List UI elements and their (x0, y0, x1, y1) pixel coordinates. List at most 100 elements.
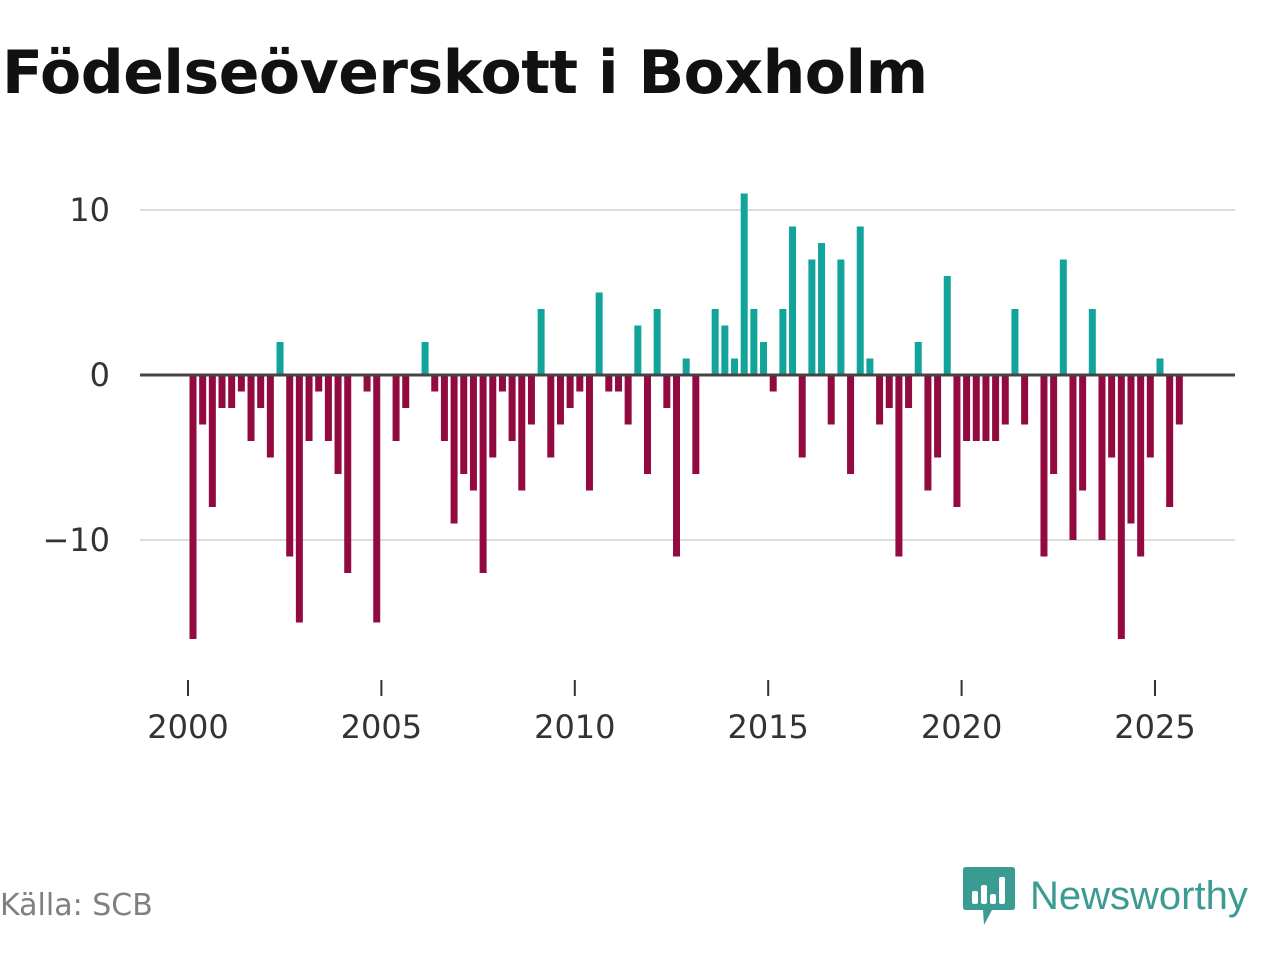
bar (576, 375, 584, 392)
bar (489, 375, 497, 458)
y-tick-label: 10 (69, 191, 110, 229)
bar (769, 375, 777, 392)
bar (266, 375, 274, 458)
bar (895, 375, 903, 557)
brand-name: Newsworthy (1030, 873, 1248, 918)
chart-title: Födelseöverskott i Boxholm (2, 38, 928, 108)
bar (324, 375, 332, 441)
bar (750, 309, 758, 375)
bar (257, 375, 265, 408)
bar (363, 375, 371, 392)
bar (518, 375, 526, 491)
bar (1001, 375, 1009, 425)
bar (614, 375, 622, 392)
bar (1059, 259, 1067, 375)
bar (721, 325, 729, 375)
bar (199, 375, 207, 425)
bar (402, 375, 410, 408)
bar (334, 375, 342, 474)
bar (682, 358, 690, 375)
bar (1127, 375, 1135, 524)
x-tick-label: 2000 (147, 708, 228, 746)
bar (344, 375, 352, 573)
bar (827, 375, 835, 425)
x-tick-label: 2005 (341, 708, 422, 746)
bar (711, 309, 719, 375)
source-note: Källa: SCB (0, 888, 153, 923)
bar (934, 375, 942, 458)
bars (189, 193, 1183, 639)
bar (315, 375, 323, 392)
bar-chart-speech-bubble-icon (963, 867, 1015, 925)
bar (866, 358, 874, 375)
bar (1098, 375, 1106, 540)
bar (1040, 375, 1048, 557)
x-tick-label: 2015 (727, 708, 808, 746)
bar (440, 375, 448, 441)
bar (663, 375, 671, 408)
bar (779, 309, 787, 375)
bar (818, 243, 826, 375)
bar (914, 342, 922, 375)
bar (624, 375, 632, 425)
bar (963, 375, 971, 441)
bar (1088, 309, 1096, 375)
bar (789, 226, 797, 375)
newsworthy-logo[interactable]: Newsworthy (962, 864, 1248, 928)
bar (1166, 375, 1174, 507)
bar (1011, 309, 1019, 375)
bar (508, 375, 516, 441)
bar (924, 375, 932, 491)
bar (653, 309, 661, 375)
bar (431, 375, 439, 392)
bar (740, 193, 748, 375)
y-tick-label: 0 (90, 356, 110, 394)
bar (605, 375, 613, 392)
bar (808, 259, 816, 375)
bar (1079, 375, 1087, 491)
bar (643, 375, 651, 474)
bar (760, 342, 768, 375)
bar (218, 375, 226, 408)
bar (286, 375, 294, 557)
bar (228, 375, 236, 408)
x-axis: 2000 2005 2010 2015 2020 2025 (147, 680, 1196, 746)
bar (247, 375, 255, 441)
bar (1069, 375, 1077, 540)
bar (1137, 375, 1145, 557)
bar (208, 375, 216, 507)
bar (634, 325, 642, 375)
bar (731, 358, 739, 375)
bar (547, 375, 555, 458)
bar (972, 375, 980, 441)
bar (1156, 358, 1164, 375)
bar (276, 342, 284, 375)
bar (982, 375, 990, 441)
bar (1175, 375, 1183, 425)
bar (479, 375, 487, 573)
bar (1117, 375, 1125, 639)
bar (1108, 375, 1116, 458)
bar (295, 375, 303, 623)
bar (585, 375, 593, 491)
x-tick-label: 2020 (921, 708, 1002, 746)
bar (943, 276, 951, 375)
y-tick-label: −10 (42, 521, 110, 559)
bar (1021, 375, 1029, 425)
bar (1050, 375, 1058, 474)
bar (450, 375, 458, 524)
bar (856, 226, 864, 375)
bar (527, 375, 535, 425)
bar (1146, 375, 1154, 458)
bar (566, 375, 574, 408)
bar (460, 375, 468, 474)
bar (392, 375, 400, 441)
bar (537, 309, 545, 375)
bar (798, 375, 806, 458)
bar (692, 375, 700, 474)
bar (673, 375, 680, 557)
bar (876, 375, 884, 425)
bar (953, 375, 961, 507)
bar (595, 292, 603, 375)
